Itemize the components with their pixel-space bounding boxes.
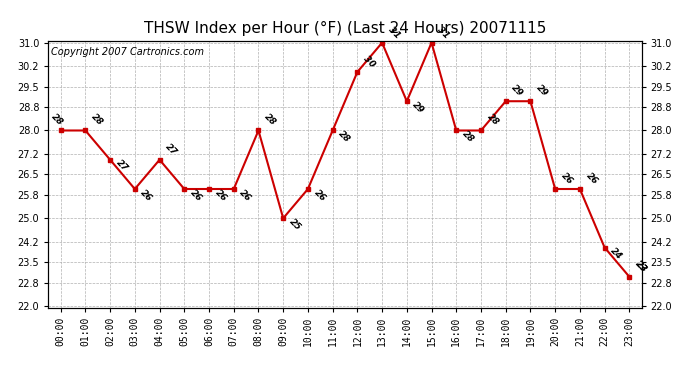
Text: 30: 30 (362, 54, 377, 69)
Text: 28: 28 (90, 112, 105, 128)
Text: 23: 23 (633, 259, 649, 274)
Text: 24: 24 (609, 246, 624, 261)
Text: 28: 28 (263, 112, 278, 128)
Text: 25: 25 (287, 217, 302, 232)
Text: 26: 26 (312, 188, 327, 203)
Text: 31: 31 (435, 25, 451, 40)
Text: 26: 26 (188, 188, 204, 203)
Text: 29: 29 (535, 83, 550, 99)
Text: 29: 29 (510, 83, 525, 99)
Text: 28: 28 (50, 112, 65, 128)
Text: 26: 26 (139, 188, 154, 203)
Text: Copyright 2007 Cartronics.com: Copyright 2007 Cartronics.com (51, 46, 204, 57)
Text: 28: 28 (460, 129, 475, 144)
Text: 27: 27 (164, 142, 179, 157)
Text: 29: 29 (411, 100, 426, 115)
Text: 27: 27 (115, 158, 130, 174)
Title: THSW Index per Hour (°F) (Last 24 Hours) 20071115: THSW Index per Hour (°F) (Last 24 Hours)… (144, 21, 546, 36)
Text: 28: 28 (485, 112, 500, 128)
Text: 28: 28 (337, 129, 352, 144)
Text: 26: 26 (213, 188, 228, 203)
Text: 26: 26 (238, 188, 253, 203)
Text: 31: 31 (386, 25, 402, 40)
Text: 23: 23 (633, 259, 649, 274)
Text: 26: 26 (584, 171, 599, 186)
Text: 26: 26 (560, 171, 575, 186)
